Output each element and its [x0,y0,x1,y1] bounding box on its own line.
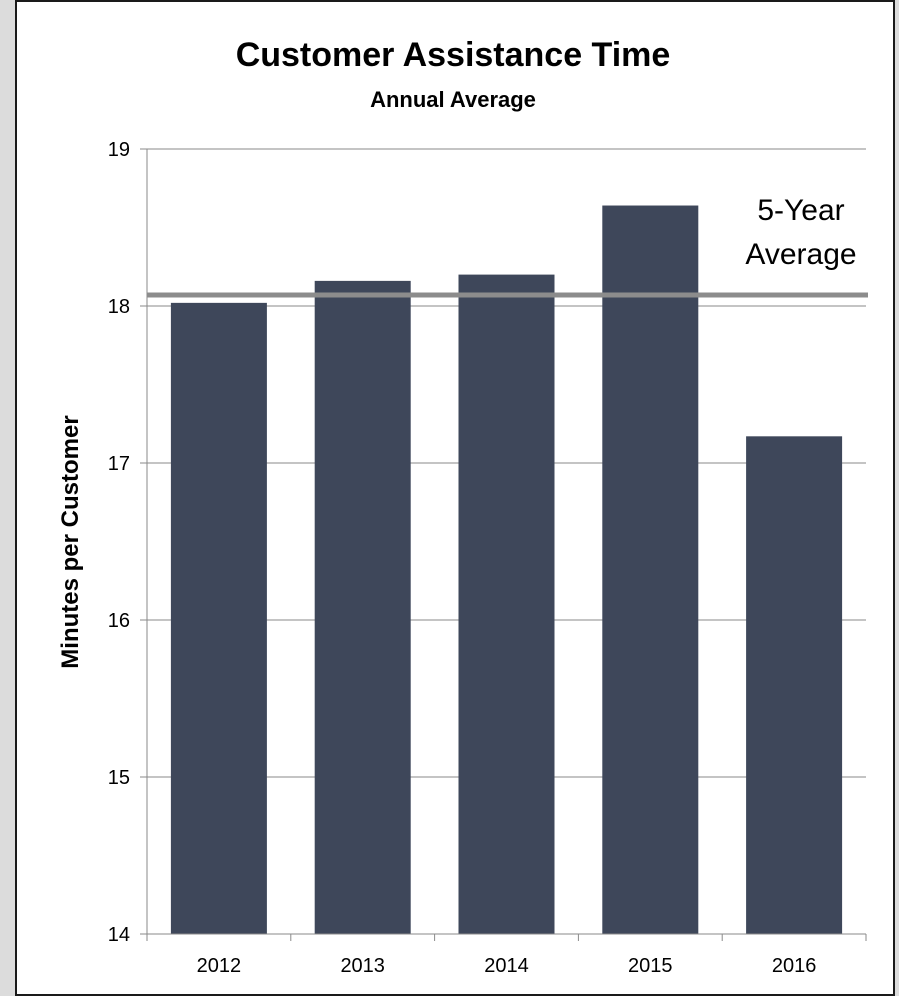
chart-title: Customer Assistance Time [236,36,671,74]
x-tick-label: 2014 [484,955,529,977]
y-axis-label: Minutes per Customer [57,415,84,668]
bar-2016 [746,436,843,934]
y-tick-label: 16 [108,610,130,632]
y-tick-label: 14 [108,924,130,946]
axes: 14 15 16 17 18 19 2012 2013 2014 2015 2016 [108,139,867,977]
x-tick-label: 2015 [628,955,673,977]
x-tick-label: 2012 [197,955,242,977]
bar-2012 [170,302,267,934]
chart-subtitle: Annual Average [370,87,536,112]
y-tick-label: 15 [108,767,130,789]
bars [170,205,843,935]
reference-line-label-line1: 5-Year [757,194,844,227]
bar-2013 [314,280,411,934]
x-tick-label: 2016 [772,955,817,977]
y-tick-label: 17 [108,453,130,475]
x-tick-label: 2013 [340,955,385,977]
bar-2015 [602,205,699,934]
reference-line-label-line2: Average [745,238,856,271]
y-tick-label: 19 [108,139,130,161]
bar-2014 [458,274,555,935]
y-tick-label: 18 [108,296,130,318]
